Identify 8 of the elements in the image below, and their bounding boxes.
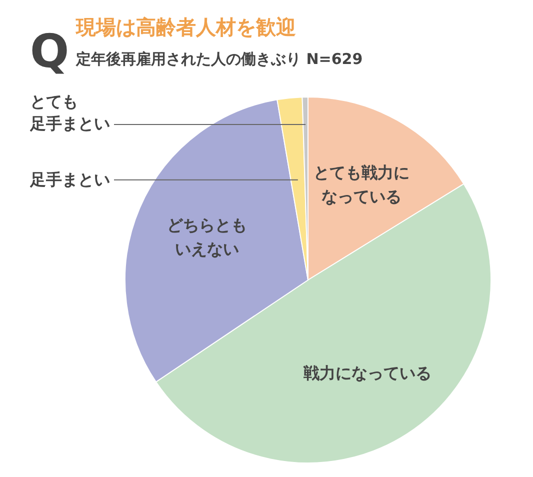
- slice-label: 足手まとい: [30, 168, 111, 191]
- text: Q: [30, 24, 70, 78]
- slice-label: 戦力になっている: [302, 363, 432, 382]
- chart-subtitle: 定年後再雇用された人の働きぶり N=629: [76, 50, 363, 69]
- chart-title: 現場は高齢者人材を歓迎: [76, 14, 296, 41]
- slice-label: とても戦力になっている: [314, 163, 410, 206]
- slice-label: とても足手まとい: [30, 91, 111, 136]
- slice-label: どちらともいえない: [167, 216, 248, 259]
